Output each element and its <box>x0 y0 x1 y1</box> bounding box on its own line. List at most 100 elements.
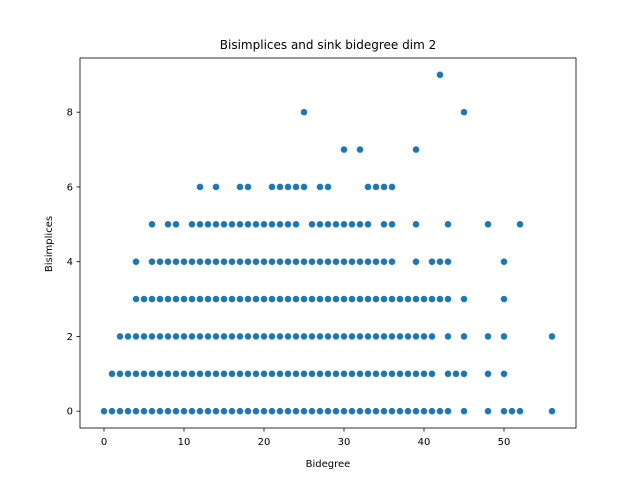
data-point <box>100 407 108 416</box>
data-point <box>300 407 308 416</box>
data-point <box>460 369 468 378</box>
data-point <box>244 295 252 303</box>
data-point <box>300 183 308 191</box>
data-point <box>332 332 340 341</box>
data-point <box>124 407 132 416</box>
y-tick-label: 0 <box>67 407 73 418</box>
data-point <box>340 332 348 341</box>
data-point <box>204 369 212 378</box>
data-point <box>404 295 412 303</box>
data-point <box>188 332 196 341</box>
data-point <box>332 407 340 416</box>
data-point <box>164 257 172 266</box>
data-point <box>284 369 292 378</box>
data-point <box>404 332 412 341</box>
data-point <box>300 369 308 378</box>
data-point <box>332 220 340 229</box>
data-point <box>396 407 404 416</box>
data-point <box>124 369 132 378</box>
data-point <box>316 220 324 229</box>
data-point <box>156 332 164 341</box>
data-point <box>300 257 308 266</box>
data-point <box>380 257 388 266</box>
data-point <box>188 220 196 229</box>
data-point <box>212 369 220 378</box>
data-point <box>412 295 420 303</box>
data-point <box>436 407 444 416</box>
data-point <box>236 332 244 341</box>
data-point <box>436 70 444 79</box>
data-point <box>204 220 212 229</box>
data-point <box>148 295 156 303</box>
data-point <box>180 295 188 303</box>
data-point <box>316 257 324 266</box>
data-point <box>236 183 244 191</box>
data-point <box>308 257 316 266</box>
data-point <box>132 332 140 341</box>
data-point <box>116 407 124 416</box>
data-point <box>500 257 508 266</box>
data-point <box>484 220 492 229</box>
data-point <box>340 295 348 303</box>
data-point <box>244 257 252 266</box>
data-point <box>348 369 356 378</box>
data-point <box>324 369 332 378</box>
data-point <box>348 295 356 303</box>
y-axis-label: Bisimplices <box>44 216 55 272</box>
data-point <box>276 407 284 416</box>
data-point <box>444 220 452 229</box>
data-point <box>380 220 388 229</box>
data-point <box>356 407 364 416</box>
data-point <box>516 407 524 416</box>
data-point <box>436 257 444 266</box>
data-point <box>148 220 156 229</box>
data-point <box>316 332 324 341</box>
data-point <box>292 257 300 266</box>
data-point <box>172 407 180 416</box>
data-point <box>436 295 444 303</box>
data-point <box>220 407 228 416</box>
data-point <box>300 108 308 117</box>
data-point <box>204 332 212 341</box>
data-point <box>412 369 420 378</box>
data-point <box>508 407 516 416</box>
data-point <box>444 407 452 416</box>
data-point <box>484 407 492 416</box>
x-tick-label: 20 <box>258 437 271 448</box>
data-point <box>364 257 372 266</box>
data-point <box>284 295 292 303</box>
data-point <box>428 257 436 266</box>
data-point <box>260 257 268 266</box>
data-point <box>244 183 252 191</box>
data-point <box>132 369 140 378</box>
data-point <box>116 332 124 341</box>
data-point <box>356 332 364 341</box>
data-point <box>308 369 316 378</box>
data-point <box>196 220 204 229</box>
data-point <box>372 183 380 191</box>
data-point <box>444 369 452 378</box>
data-point <box>260 295 268 303</box>
data-point <box>156 295 164 303</box>
data-point <box>428 407 436 416</box>
data-point <box>364 183 372 191</box>
data-point <box>108 369 116 378</box>
data-point <box>292 183 300 191</box>
data-point <box>260 407 268 416</box>
data-point <box>172 332 180 341</box>
data-point <box>420 407 428 416</box>
data-point <box>252 220 260 229</box>
data-point <box>148 407 156 416</box>
data-point <box>124 332 132 341</box>
data-point <box>212 295 220 303</box>
data-point <box>172 220 180 229</box>
data-point <box>348 220 356 229</box>
data-point <box>460 295 468 303</box>
data-point <box>364 220 372 229</box>
data-point <box>484 332 492 341</box>
data-point <box>332 295 340 303</box>
x-axis-label: Bidegree <box>306 459 351 470</box>
